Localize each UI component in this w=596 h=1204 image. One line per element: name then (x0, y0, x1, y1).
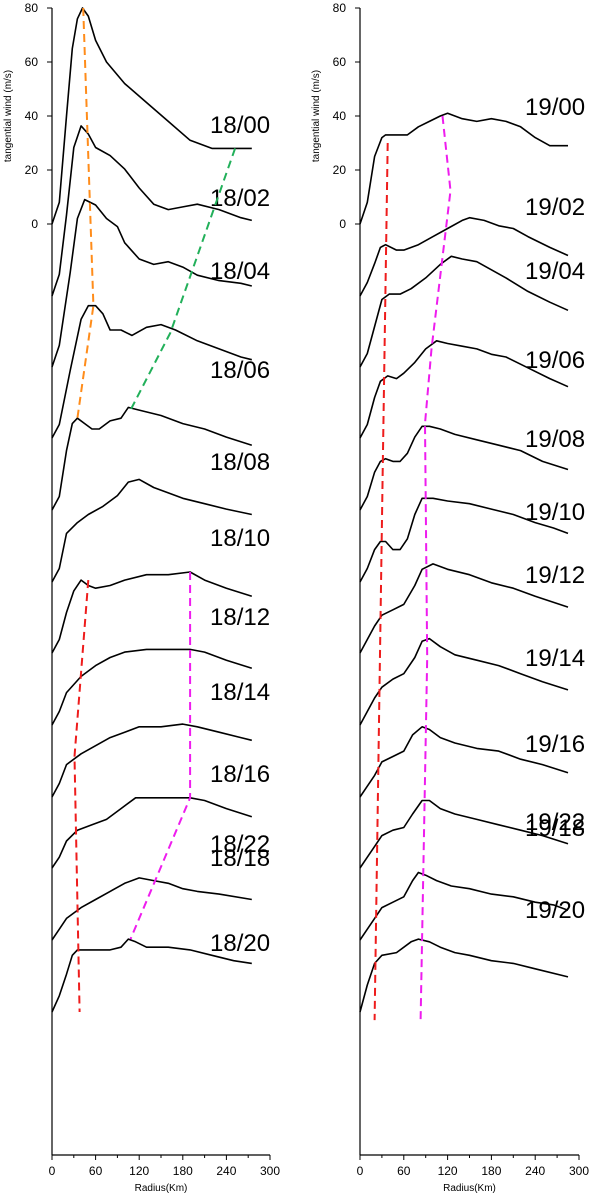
right-panel: 0 20 40 60 80 0 60 120 180 240 300 Radius(Km) tangen… (311, 1, 589, 1194)
right-time-label: 19/20 (525, 897, 585, 924)
right-magenta-track (419, 115, 452, 1021)
right-profile-19-00 (359, 112, 568, 225)
left-time-label: 18/04 (210, 258, 270, 285)
right-x-tick-label: 180 (481, 1164, 501, 1178)
right-profile-19-08 (359, 425, 569, 511)
left-profile-18-00 (51, 7, 252, 225)
left-y-tick-label: 20 (25, 163, 39, 177)
right-x-tick-label: 240 (525, 1164, 545, 1178)
right-y-axis-title: tangential wind (m/s) (311, 70, 322, 162)
left-time-label: 18/00 (210, 112, 270, 139)
right-time-label: 19/00 (525, 94, 585, 121)
left-x-tick-label: 240 (216, 1164, 236, 1178)
left-time-label: 18/08 (210, 449, 270, 476)
left-profile-18-22 (51, 938, 252, 1013)
left-profile-18-06 (51, 304, 252, 439)
left-y-tick-label: 60 (25, 55, 39, 69)
left-panel: 0 20 40 60 80 0 60 120 180 240 300 Radius(Km) tangen… (3, 1, 280, 1194)
left-profile-18-16 (51, 723, 252, 798)
right-profile-19-14 (359, 637, 569, 726)
left-profile-18-02 (51, 125, 252, 297)
right-y-tick-label: 60 (333, 55, 347, 69)
left-x-tick-label: 60 (89, 1164, 103, 1178)
left-profile-18-14 (51, 648, 253, 726)
right-y-tick-label: 40 (333, 109, 347, 123)
right-time-label: 19/22 (525, 809, 585, 836)
left-profile-18-04 (51, 198, 252, 368)
left-x-tick-label: 180 (173, 1164, 193, 1178)
left-y-tick-label: 0 (31, 217, 38, 231)
left-profile-18-10 (51, 478, 252, 583)
right-time-label: 19/14 (525, 645, 585, 672)
left-x-axis-title: Radius(Km) (135, 1183, 188, 1194)
left-time-label: 18/10 (210, 525, 270, 552)
right-profile-19-22 (359, 938, 569, 1013)
right-time-label: 19/16 (525, 731, 585, 758)
left-profile-18-18 (51, 797, 253, 869)
right-time-label: 19/12 (525, 562, 585, 589)
right-x-tick-label: 0 (357, 1164, 364, 1178)
right-profile-19-18 (359, 799, 569, 869)
right-x-tick-label: 60 (397, 1164, 411, 1178)
left-time-label: 18/22 (210, 831, 270, 858)
left-time-label: 18/18 (210, 845, 270, 872)
right-y-tick-label: 0 (339, 217, 346, 231)
left-time-label: 18/02 (210, 185, 270, 212)
right-profile-19-04 (359, 255, 569, 368)
left-profile-18-08 (51, 406, 253, 511)
left-y-axis-title: tangential wind (m/s) (3, 70, 14, 162)
left-profile-18-20 (51, 877, 252, 941)
right-time-label: 19/04 (525, 258, 585, 285)
left-x-tick-label: 300 (260, 1164, 280, 1178)
right-time-label: 19/06 (525, 347, 585, 374)
right-time-label: 19/10 (525, 499, 585, 526)
right-y-tick-label: 80 (333, 1, 347, 15)
left-x-tick-label: 120 (129, 1164, 149, 1178)
right-profile-19-06 (359, 340, 569, 439)
right-x-axis-title: Radius(Km) (443, 1183, 496, 1194)
right-x-tick-label: 120 (438, 1164, 458, 1178)
right-time-label: 19/18 (525, 815, 585, 842)
right-profile-19-12 (359, 563, 569, 654)
left-time-label: 18/14 (210, 679, 270, 706)
right-time-label: 19/08 (525, 426, 585, 453)
left-profile-18-12 (51, 571, 253, 654)
right-x-tick-label: 300 (569, 1164, 589, 1178)
left-time-label: 18/12 (210, 604, 270, 631)
left-time-label: 18/06 (210, 357, 270, 384)
right-profile-19-20 (359, 871, 569, 941)
right-profile-19-02 (359, 216, 569, 297)
left-magenta-track (129, 572, 192, 940)
left-time-label: 18/16 (210, 761, 270, 788)
left-time-label: 18/20 (210, 930, 270, 957)
right-y-tick-label: 20 (333, 163, 347, 177)
right-time-label: 19/02 (525, 194, 585, 221)
left-y-tick-label: 40 (25, 109, 39, 123)
right-profile-19-10 (359, 497, 569, 583)
left-y-tick-label: 80 (25, 1, 39, 15)
left-red-track (73, 580, 90, 1013)
right-red-track (373, 142, 389, 1021)
left-x-tick-label: 0 (49, 1164, 56, 1178)
left-green-track (129, 148, 237, 411)
